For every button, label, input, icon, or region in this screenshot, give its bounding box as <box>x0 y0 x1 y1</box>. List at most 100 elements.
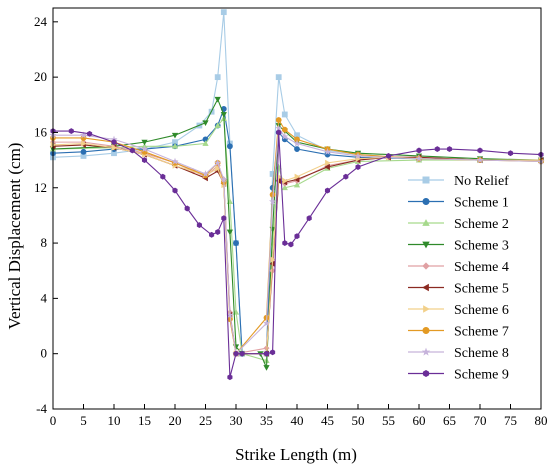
y-tick-label: -4 <box>36 401 47 416</box>
legend-item-scheme-1: Scheme 1 <box>408 196 509 211</box>
data-point <box>220 9 227 16</box>
series-line-scheme-8 <box>53 126 542 355</box>
data-point <box>281 132 289 140</box>
data-point <box>214 74 221 81</box>
legend-label: Scheme 1 <box>454 196 509 211</box>
y-axis-title: Vertical Displacement (cm) <box>5 143 24 330</box>
data-point <box>276 129 282 136</box>
data-point <box>263 365 270 371</box>
data-point <box>282 177 289 184</box>
x-tick-label: 65 <box>443 413 456 428</box>
data-point <box>323 148 332 155</box>
x-tick-label: 20 <box>169 413 182 428</box>
legend-label: Scheme 4 <box>454 260 509 275</box>
x-tick-label: 5 <box>80 413 87 428</box>
legend-item-no-relief: No Relief <box>408 174 509 189</box>
data-point <box>79 131 88 139</box>
data-point <box>80 148 87 155</box>
data-point <box>215 165 221 172</box>
series-scheme-9 <box>50 128 544 381</box>
data-point <box>226 229 234 236</box>
data-point <box>221 215 227 222</box>
data-point <box>281 184 288 191</box>
data-point <box>171 132 179 139</box>
data-point <box>434 146 440 152</box>
legend-label: Scheme 2 <box>454 217 509 232</box>
x-tick-label: 60 <box>413 413 426 428</box>
legend-swatch-marker <box>422 198 430 206</box>
x-tick-label: 35 <box>260 413 273 428</box>
legend-item-scheme-9: Scheme 9 <box>408 368 509 383</box>
data-point <box>201 170 210 177</box>
data-point <box>202 140 209 146</box>
data-point <box>281 111 288 118</box>
y-tick-label: 12 <box>34 180 47 195</box>
data-point <box>220 112 227 118</box>
x-tick-label: 25 <box>199 413 212 428</box>
data-point <box>507 150 514 157</box>
data-point <box>214 122 221 128</box>
data-point <box>233 240 239 246</box>
data-point <box>141 139 148 146</box>
data-point <box>172 187 178 194</box>
data-point <box>202 120 209 126</box>
data-point <box>325 159 331 166</box>
data-point <box>324 187 331 194</box>
data-point <box>282 240 288 247</box>
data-point <box>415 154 423 162</box>
data-point <box>111 144 118 151</box>
data-point <box>214 159 222 166</box>
series-line-scheme-9 <box>53 130 542 378</box>
legend-item-scheme-3: Scheme 3 <box>408 239 509 254</box>
legend-label: Scheme 7 <box>454 325 509 340</box>
legend-label: Scheme 5 <box>454 282 509 297</box>
x-tick-label: 75 <box>504 413 517 428</box>
data-point <box>294 233 300 240</box>
legend-swatch-marker <box>422 326 430 334</box>
data-point <box>288 241 294 248</box>
legend-label: No Relief <box>454 174 509 189</box>
legend: No Relief Scheme 1 Scheme 2 Scheme 3 Scheme … <box>408 174 509 383</box>
legend-label: Scheme 9 <box>454 368 509 383</box>
x-tick-label: 70 <box>474 413 487 428</box>
data-point <box>171 143 179 149</box>
y-tick-label: 16 <box>34 124 48 139</box>
data-point <box>306 215 312 222</box>
data-point <box>81 140 87 147</box>
legend-item-scheme-5: Scheme 5 <box>408 282 509 297</box>
y-tick-label: 24 <box>34 14 48 29</box>
data-point <box>233 350 239 357</box>
legend-item-scheme-2: Scheme 2 <box>408 217 509 232</box>
legend-label: Scheme 6 <box>454 303 509 318</box>
x-tick-label: 55 <box>382 413 395 428</box>
data-point <box>87 130 93 137</box>
data-point <box>214 96 221 103</box>
data-point <box>293 139 301 147</box>
data-point <box>269 197 277 205</box>
data-point <box>293 181 301 188</box>
data-point <box>476 156 484 164</box>
x-tick-label: 30 <box>230 413 243 428</box>
legend-swatch-marker <box>422 283 429 292</box>
legend-label: Scheme 8 <box>454 346 509 361</box>
data-point <box>140 145 149 153</box>
x-tick-label: 80 <box>535 413 548 428</box>
series-line-scheme-7 <box>53 118 542 355</box>
data-point <box>226 143 233 150</box>
x-axis-title: Strike Length (m) <box>235 445 357 464</box>
data-point <box>227 374 233 381</box>
axes-layer: 0 5 10 15 20 25 30 35 40 45 50 55 60 65 70 75 80-4048121… <box>34 7 548 428</box>
data-point <box>68 128 74 135</box>
legend-item-scheme-7: Scheme 7 <box>408 325 509 340</box>
data-point <box>343 173 349 180</box>
data-point <box>270 256 276 263</box>
series-line-scheme-2 <box>52 117 541 362</box>
data-point <box>239 350 245 357</box>
data-point <box>355 164 361 170</box>
legend-swatch-marker <box>421 347 431 356</box>
data-point <box>416 147 422 154</box>
legend-swatch-marker <box>422 241 430 249</box>
x-tick-label: 45 <box>321 413 334 428</box>
data-point <box>160 173 166 180</box>
